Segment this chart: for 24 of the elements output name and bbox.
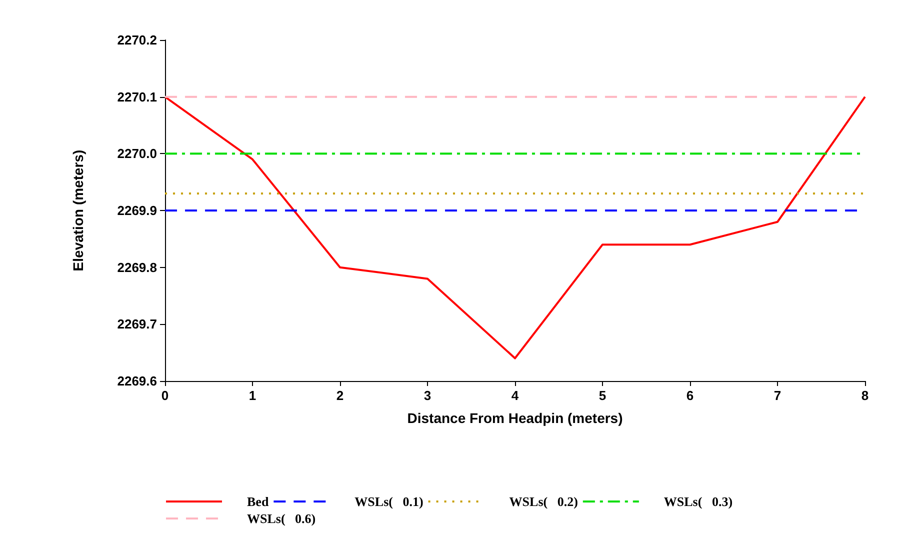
- legend-label: WSLs( 0.3): [664, 494, 733, 509]
- legend-label: WSLs( 0.1): [354, 494, 424, 509]
- x-axis-title: Distance From Headpin (meters): [407, 410, 623, 426]
- x-tick-label: 1: [248, 388, 256, 403]
- legend-label: WSLs( 0.2): [509, 494, 578, 509]
- y-tick-label: 2269.7: [117, 316, 157, 332]
- x-tick-label: 6: [686, 388, 694, 403]
- y-tick-label: 2269.6: [117, 374, 157, 388]
- y-axis-title: Elevation (meters): [70, 150, 86, 272]
- x-tick-label: 3: [424, 388, 432, 403]
- legend-label: WSLs( 0.6): [247, 511, 316, 526]
- y-tick-label: 2269.9: [117, 203, 157, 218]
- x-tick-label: 4: [511, 388, 520, 403]
- x-tick-label: 7: [774, 388, 782, 403]
- y-tick-label: 2270.0: [117, 146, 157, 162]
- legend-label: Bed: [247, 494, 270, 509]
- x-tick-label: 0: [161, 388, 169, 403]
- y-tick-label: 2270.1: [117, 89, 157, 104]
- x-tick-label: 2: [336, 388, 344, 403]
- line-series: [164, 96, 866, 360]
- y-tick-label: 2270.2: [117, 32, 157, 48]
- x-tick-label: 5: [598, 388, 606, 403]
- y-tick-label: 2269.8: [117, 260, 157, 275]
- x-tick-label: 8: [861, 388, 869, 403]
